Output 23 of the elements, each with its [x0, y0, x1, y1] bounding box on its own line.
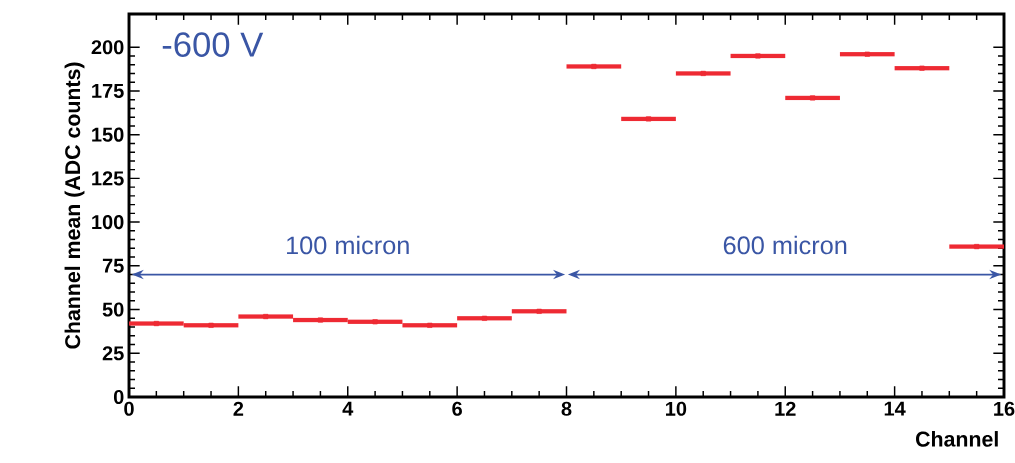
- y-tick-label: 100: [92, 215, 124, 230]
- x-tick-label: 2: [233, 401, 244, 416]
- x-tick-label: 4: [342, 401, 354, 416]
- y-tick-label: 0: [113, 389, 124, 405]
- y-tick-label: 50: [102, 302, 124, 317]
- x-tick-label: 8: [561, 401, 572, 416]
- x-tick-label: 12: [775, 401, 796, 416]
- x-tick-label: 16: [994, 401, 1015, 416]
- x-tick-label: 6: [452, 401, 462, 416]
- y-tick-label: 200: [91, 40, 124, 55]
- y-tick-label: 75: [102, 258, 124, 273]
- y-tick-label: 25: [102, 346, 124, 361]
- x-tick-label: 10: [666, 401, 687, 416]
- y-tick-label: 150: [92, 127, 124, 142]
- y-tick-label: 175: [92, 83, 124, 98]
- x-tick-label: 14: [884, 401, 906, 416]
- y-axis-title: Channel mean (ADC counts): [64, 62, 85, 349]
- x-tick-label: 0: [124, 401, 134, 416]
- annotation: -600 V: [162, 32, 264, 57]
- y-tick-label: 125: [92, 171, 124, 186]
- annotation: 600 micron: [723, 235, 847, 255]
- annotation: 100 micron: [287, 235, 409, 255]
- x-axis-title: Channel: [916, 431, 998, 447]
